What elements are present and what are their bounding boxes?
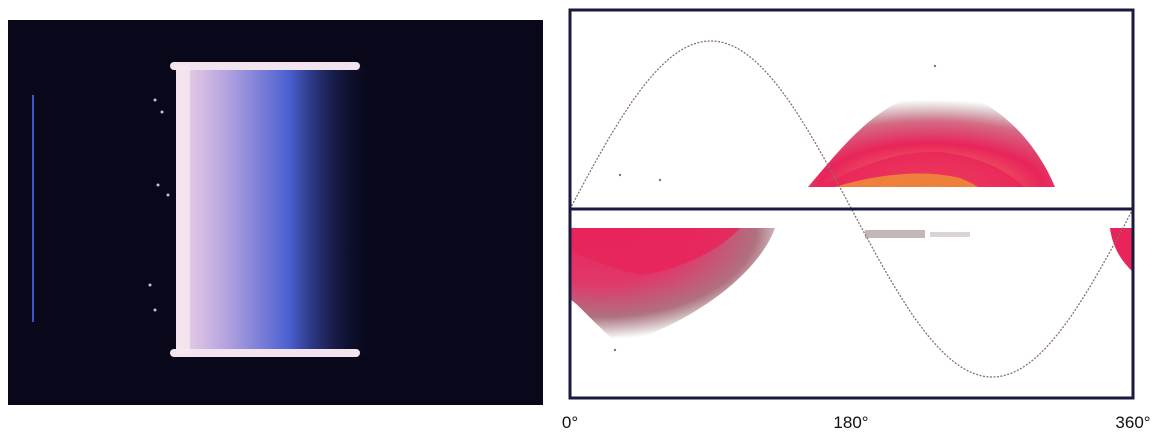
axis-label: 0° <box>562 413 578 432</box>
axis-label: 180° <box>833 413 868 432</box>
discharge-photo <box>8 20 543 405</box>
axis-label: 360° <box>1115 413 1150 432</box>
phase-plot <box>568 8 1135 400</box>
